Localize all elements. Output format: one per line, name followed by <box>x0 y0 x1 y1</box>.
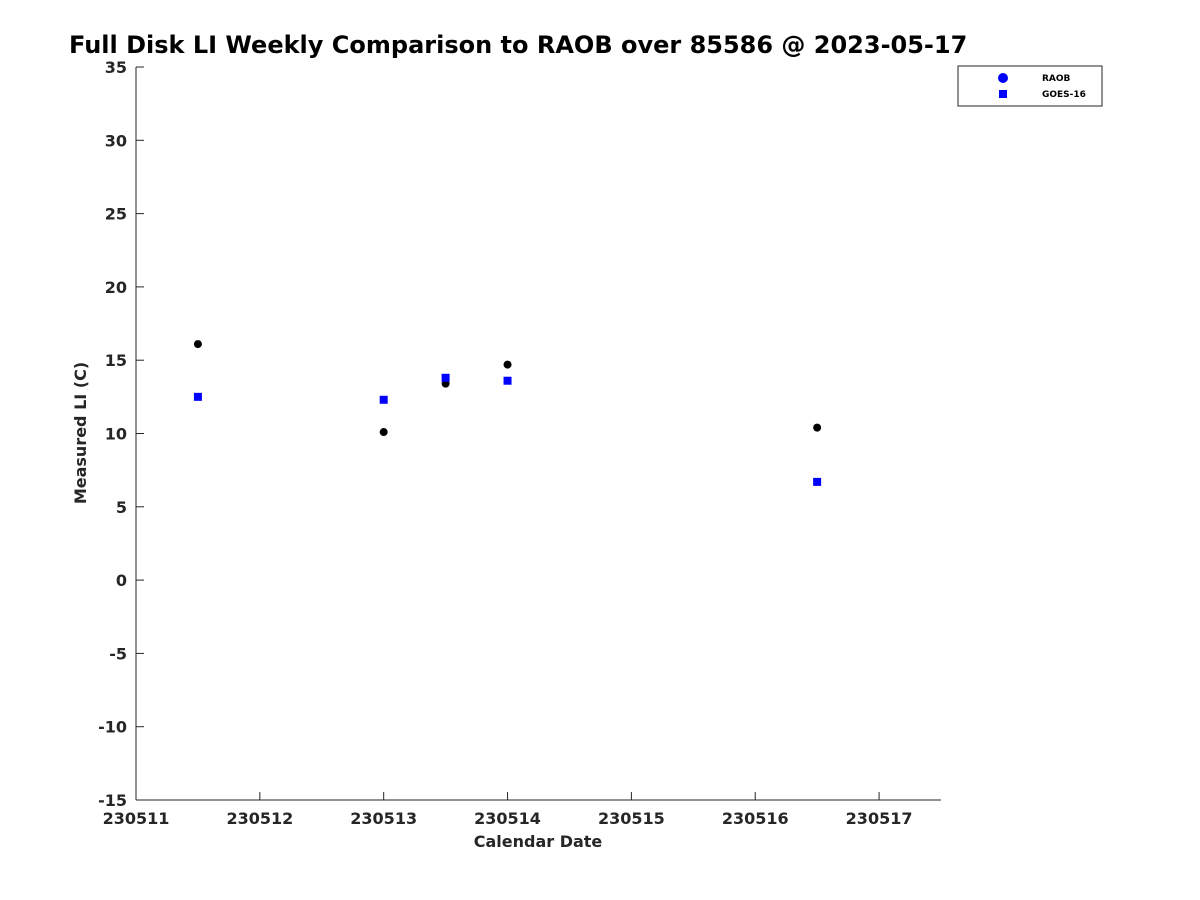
legend-label-goes-16: GOES-16 <box>1042 90 1086 100</box>
data-point-raob <box>193 340 202 349</box>
y-tick-label: -15 <box>98 791 127 810</box>
data-point-goes-16 <box>813 477 822 486</box>
legend-label-raob: RAOB <box>1042 74 1071 84</box>
x-tick-label: 230517 <box>846 809 913 828</box>
chart-title: Full Disk LI Weekly Comparison to RAOB o… <box>69 31 967 59</box>
x-tick-label: 230513 <box>350 809 417 828</box>
x-tick-label: 230516 <box>722 809 789 828</box>
data-point-raob <box>813 423 822 432</box>
data-point-goes-16 <box>379 395 388 404</box>
y-tick-label: 20 <box>105 278 127 297</box>
y-axis-label: Measured LI (C) <box>71 362 90 504</box>
data-point-goes-16 <box>193 392 202 401</box>
y-tick-label: -10 <box>98 718 127 737</box>
data-point-raob <box>503 360 512 369</box>
y-tick-label: 30 <box>105 131 127 150</box>
y-tick-label: -5 <box>109 644 127 663</box>
data-point-goes-16 <box>441 373 450 382</box>
x-tick-label: 230515 <box>598 809 665 828</box>
x-tick-label: 230514 <box>474 809 541 828</box>
data-point-raob <box>379 428 388 437</box>
legend: RAOB GOES-16 <box>957 65 1103 107</box>
legend-marker-raob <box>998 73 1008 83</box>
legend-marker-goes-16 <box>999 90 1007 98</box>
x-tick-label: 230511 <box>103 809 170 828</box>
y-tick-label: 10 <box>105 425 127 444</box>
data-point-goes-16 <box>503 376 512 385</box>
y-tick-label: 5 <box>116 498 127 517</box>
x-tick-label: 230512 <box>226 809 293 828</box>
y-tick-label: 0 <box>116 571 127 590</box>
y-tick-label: 35 <box>105 58 127 77</box>
legend-box <box>957 65 1103 107</box>
y-tick-label: 15 <box>105 351 127 370</box>
x-axis-label: Calendar Date <box>474 832 603 851</box>
y-tick-label: 25 <box>105 205 127 224</box>
